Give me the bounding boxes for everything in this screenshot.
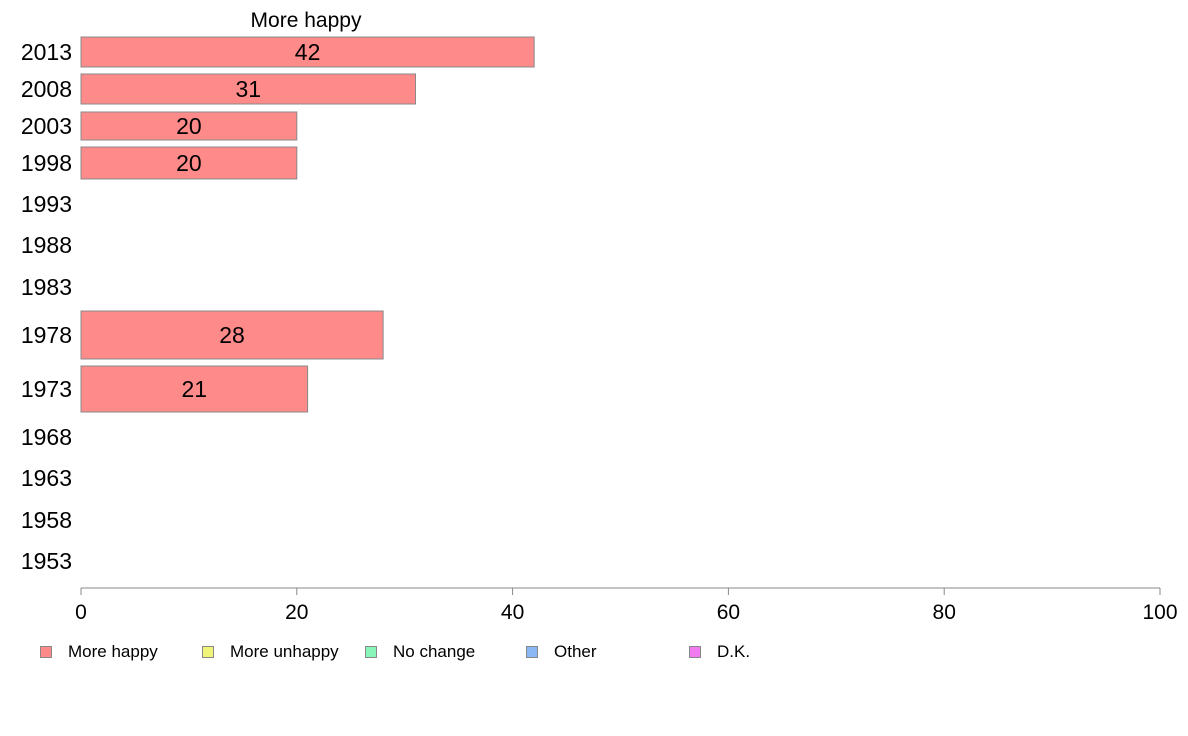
y-tick-label-1968: 1968 [21, 424, 72, 450]
y-tick-label-1973: 1973 [21, 376, 72, 402]
y-tick-label-1953: 1953 [21, 548, 72, 574]
legend-swatch [365, 646, 377, 658]
bar-label-2008: 31 [235, 76, 261, 102]
legend-item-more-unhappy: More unhappy [202, 640, 339, 664]
bar-label-2003: 20 [176, 113, 202, 139]
y-tick-label-1988: 1988 [21, 232, 72, 258]
bar-label-1998: 20 [176, 150, 202, 176]
bar-chart: More happy 42 31 20 20 28 21 2013 2008 2003 1998… [21, 9, 1178, 624]
legend-label: More happy [68, 642, 158, 661]
bar-2008 [80, 73, 416, 105]
legend-label: More unhappy [230, 642, 339, 661]
x-tick-label-20: 20 [285, 601, 308, 624]
bar-1973 [80, 365, 309, 413]
bar-label-2013: 42 [295, 39, 321, 65]
y-tick-label-1998: 1998 [21, 150, 72, 176]
legend-swatch [202, 646, 214, 658]
bar-2003 [80, 111, 298, 141]
legend: More happy More unhappy No change Other D.K. [0, 640, 1188, 664]
bar-1978 [80, 310, 384, 360]
legend-swatch [40, 646, 52, 658]
legend-item-no-change: No change [365, 640, 475, 664]
y-axis: 2013 2008 2003 1998 1993 1988 1983 1978 1973 1968… [21, 39, 72, 574]
y-tick-label-2008: 2008 [21, 76, 72, 102]
bar-label-1978: 28 [219, 322, 245, 348]
panel-title: More happy [251, 9, 362, 32]
y-tick-label-1993: 1993 [21, 191, 72, 217]
x-tick-label-80: 80 [933, 601, 956, 624]
legend-swatch [689, 646, 701, 658]
legend-label: Other [554, 642, 597, 661]
legend-swatch [526, 646, 538, 658]
legend-label: D.K. [717, 642, 751, 661]
legend-item-d-k: D.K. [689, 640, 750, 664]
x-tick-label-100: 100 [1142, 601, 1177, 624]
y-tick-label-1963: 1963 [21, 465, 72, 491]
y-tick-label-1983: 1983 [21, 274, 72, 300]
legend-item-more-happy: More happy [40, 640, 158, 664]
bar-1998 [80, 146, 298, 180]
legend-label: No change [393, 642, 476, 661]
x-tick-label-0: 0 [75, 601, 87, 624]
legend-item-other: Other [526, 640, 597, 664]
y-tick-label-2003: 2003 [21, 113, 72, 139]
bar-2013 [80, 36, 535, 68]
x-axis: 0 20 40 60 80 100 [75, 587, 1178, 624]
x-tick-label-40: 40 [501, 601, 524, 624]
y-tick-label-1978: 1978 [21, 322, 72, 348]
y-tick-label-1958: 1958 [21, 507, 72, 533]
x-tick-label-60: 60 [717, 601, 740, 624]
bar-label-1973: 21 [181, 376, 207, 402]
y-tick-label-2013: 2013 [21, 39, 72, 65]
bars-group: 42 31 20 20 28 21 [80, 36, 535, 413]
